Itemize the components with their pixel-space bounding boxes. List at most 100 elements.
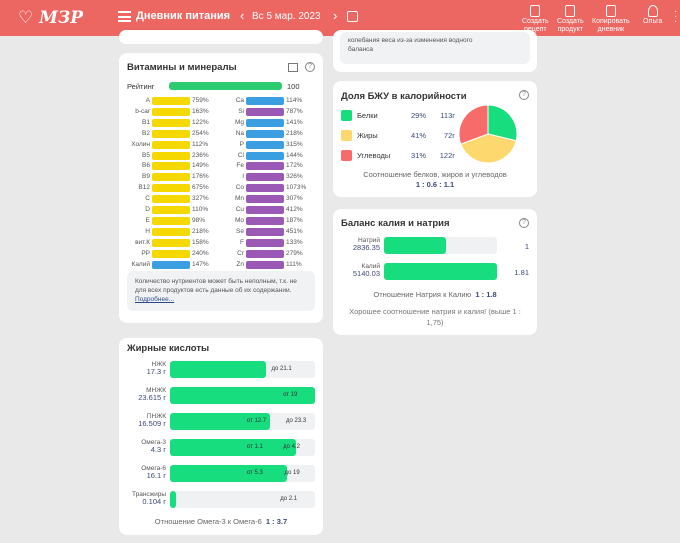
nutrients-note: Количество нутриентов может быть неполны… [127, 271, 315, 311]
logo[interactable]: ♡ МЗР [18, 8, 84, 28]
nutrient-percent: 326% [286, 173, 303, 181]
nutrient-label: Zn [236, 260, 244, 268]
nutrient-percent: 412% [286, 206, 303, 213]
nutrient-percent: 163% [192, 107, 209, 115]
na-k-verdict: Хорошее соотношение натрия и калия! (выш… [349, 307, 521, 327]
page-title: Дневник питания [136, 10, 231, 22]
nutrient-percent: 147% [192, 260, 209, 268]
recipe-icon [530, 5, 541, 17]
copy-diary-button[interactable]: Копировать дневник [592, 5, 630, 34]
nutrient-label: Mo [234, 216, 244, 224]
fatty-acid-bar: от 1.1 до 4.2 [170, 439, 315, 456]
prev-day-button[interactable]: ‹ [240, 8, 245, 23]
bju-ratio: Соотношение белков, жиров и углеводов 1 :… [363, 170, 507, 189]
fatty-acid-bar: от 19 [170, 387, 315, 404]
nutrient-label: B12 [138, 184, 150, 192]
table-icon[interactable] [288, 63, 298, 72]
nutrient-percent: 759% [192, 97, 209, 104]
norm-marker: до 19 [284, 470, 300, 476]
nutrient-percent: 279% [286, 249, 303, 257]
nutrient-bar [246, 162, 284, 171]
nutrient-bar [152, 184, 190, 193]
na-k-ratio: Отношение Натрия к Калию 1 : 1.8 [373, 290, 497, 299]
nutrient-percent: 158% [192, 238, 209, 246]
more-icon[interactable]: · · · [674, 6, 678, 27]
fatty-acid-label: Омега-6 16.1 г [141, 465, 166, 480]
legend-grams: 72г [443, 131, 455, 140]
nutrient-percent: 141% [286, 118, 303, 126]
nutrient-bar [246, 140, 284, 149]
nutrient-label: PP [141, 249, 150, 257]
norm-marker: от 12.7 [246, 418, 267, 424]
product-icon [565, 5, 576, 17]
calendar-icon[interactable] [347, 11, 358, 22]
legend-name: Углеводы [357, 151, 391, 160]
nutrient-percent: 114% [286, 97, 303, 104]
nutrient-percent: 218% [192, 227, 209, 235]
nutrient-bar [152, 260, 190, 269]
more-link[interactable]: Подробнее... [135, 296, 175, 303]
nutrient-label: Cu [235, 206, 244, 213]
nutrient-bar [246, 129, 284, 138]
nutrient-bar [152, 151, 190, 160]
nutrient-label: Холин [131, 140, 150, 148]
nutrient-percent: 112% [192, 140, 209, 148]
norm-marker: от 1.1 [246, 444, 263, 450]
nutrient-percent: 110% [192, 206, 209, 213]
create-product-button[interactable]: Создать продукт [557, 5, 584, 34]
help-icon[interactable]: ? [519, 218, 529, 228]
nutrient-label: Cr [237, 249, 244, 257]
nutrient-percent: 172% [286, 162, 303, 170]
norm-marker: до 2.1 [280, 496, 298, 502]
menu-icon[interactable] [118, 11, 131, 22]
help-icon[interactable]: ? [305, 62, 315, 72]
nutrient-percent: 307% [286, 195, 303, 203]
nutrient-label: Ca [235, 97, 244, 104]
next-day-button[interactable]: › [333, 8, 338, 23]
current-date[interactable]: Вс 5 мар. 2023 [252, 11, 321, 22]
nutrient-percent: 98% [192, 216, 206, 224]
nutrient-label: P [239, 140, 244, 148]
nutrient-bar [246, 173, 284, 182]
nutrient-bar [152, 238, 190, 247]
nutrient-bar [152, 206, 190, 214]
card-title: Доля БЖУ в калорийности [341, 91, 467, 102]
nutrient-bar [152, 216, 190, 225]
copy-icon [605, 5, 616, 17]
fatty-acid-bar: до 2.1 [170, 491, 315, 508]
fatty-acid-bar: до 21.1 [170, 361, 315, 378]
nutrient-bar [152, 140, 190, 149]
legend-name: Жиры [357, 131, 378, 140]
help-icon[interactable]: ? [519, 90, 529, 100]
nutrient-percent: 236% [192, 151, 209, 159]
nutrient-bar [246, 216, 284, 225]
nutrient-label: Se [236, 227, 244, 235]
nutrient-bar [152, 249, 190, 258]
nutrient-label: Mg [234, 118, 244, 126]
mineral-label: Натрий 2836.35 [352, 237, 380, 252]
mineral-label: Калий 5140.03 [352, 263, 380, 278]
nutrient-label: F [240, 238, 244, 246]
nutrient-percent: 176% [192, 173, 209, 181]
nutrient-label: A [145, 97, 150, 104]
norm-marker: до 21.1 [271, 366, 292, 372]
pie-slice [487, 104, 518, 142]
nutrient-bar [246, 260, 284, 269]
nutrient-percent: 144% [286, 151, 303, 159]
card-title: Витамины и минералы [127, 62, 237, 73]
rating-value: 100 [287, 82, 300, 91]
user-icon [647, 5, 658, 17]
nutrient-percent: 122% [192, 118, 209, 126]
nutrient-label: B6 [142, 162, 150, 170]
nutrient-bar [246, 97, 284, 105]
user-menu-button[interactable]: Ольга [643, 5, 662, 26]
nutrient-bar [246, 107, 284, 116]
create-recipe-button[interactable]: Создать рецепт [522, 5, 549, 34]
nutrient-bar [246, 151, 284, 160]
legend-swatch [341, 130, 352, 141]
nutrient-bar [246, 238, 284, 247]
nutrient-label: C [145, 195, 150, 203]
rating-label: Рейтинг [127, 82, 155, 91]
nutrient-label: E [145, 216, 150, 224]
nutrient-percent: 1073% [286, 184, 307, 192]
